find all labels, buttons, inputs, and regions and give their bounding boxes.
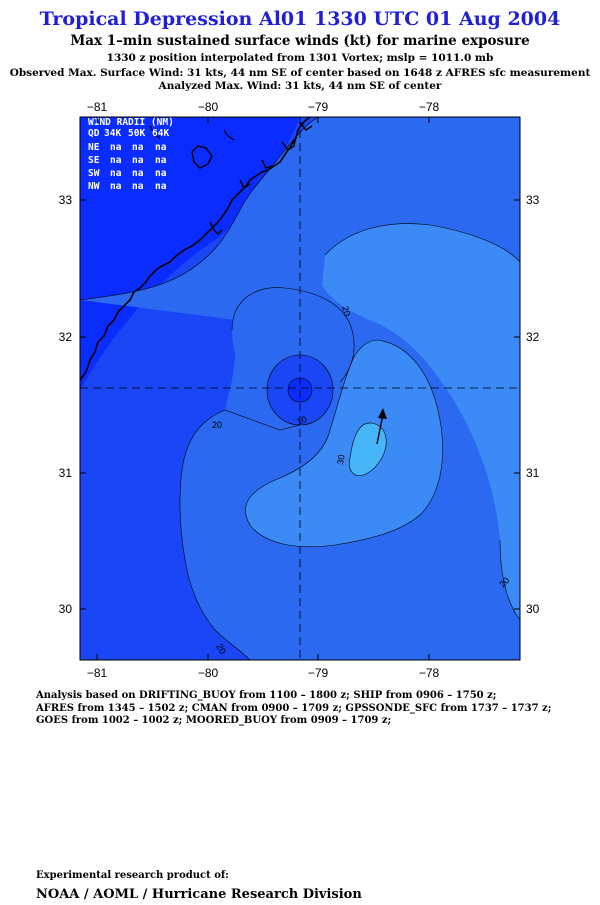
wind-radii-header-34k: 34K [104, 128, 121, 139]
contour-label: 20 [214, 642, 228, 656]
analysis-sources-line: AFRES from 1345 – 1502 z; CMAN from 0900… [36, 702, 552, 714]
wind-radii-row-34k: na [110, 181, 122, 192]
credit-organization: NOAA / AOML / Hurricane Research Divisio… [36, 887, 362, 902]
lon-tick-label: −80 [198, 666, 219, 680]
analysis-sources: Analysis based on DRIFTING_BUOY from 110… [36, 690, 576, 728]
wind-radii-row-64k: na [155, 168, 167, 179]
wind-radii-row-64k: na [155, 155, 167, 166]
lon-tick-label: −79 [308, 100, 329, 114]
lon-tick-label: −81 [87, 666, 108, 680]
tick-marks [80, 117, 520, 660]
lat-tick-label: 30 [59, 602, 73, 616]
position-info: 1330 z position interpolated from 1301 V… [106, 52, 494, 64]
wind-radii-header-50k: 50K [128, 128, 145, 139]
analysis-sources-line: GOES from 1002 – 1002 z; MOORED_BUOY fro… [36, 715, 392, 726]
plot-area: 20 20 10 30 20 20 WIND RADII (NM) QD 34K… [80, 117, 520, 660]
plot-frame [79, 116, 521, 661]
wind-radii-row-34k: na [110, 168, 122, 179]
lat-tick-label: 31 [526, 466, 540, 480]
lat-tick-label: 32 [526, 330, 540, 344]
wind-radii-title: WIND RADII (NM) [88, 117, 174, 128]
lon-tick-label: −78 [419, 666, 440, 680]
coastline-islands [209, 121, 313, 235]
contour-label: 20 [212, 420, 222, 430]
contour-band-30-plus [349, 423, 387, 476]
wind-radii-table: WIND RADII (NM) QD 34K 50K 64K NE na na … [88, 117, 174, 192]
wind-radii-row-qd: SE [88, 155, 100, 166]
wind-radii-row-34k: na [110, 155, 122, 166]
wind-radii-row-50k: na [132, 168, 144, 179]
contour-label: 30 [335, 454, 347, 466]
lon-tick-label: −79 [308, 666, 329, 680]
analyzed-max-wind: Analyzed Max. Wind: 31 kts, 44 nm SE of … [158, 80, 442, 92]
max-wind-arrow [376, 413, 384, 445]
lake [191, 145, 213, 169]
max-wind-arrowhead [378, 408, 387, 419]
wind-radii-row-50k: na [132, 155, 144, 166]
wind-radii-row-50k: na [132, 181, 144, 192]
lat-tick-label: 30 [526, 602, 540, 616]
wind-radii-row-qd: SW [88, 168, 100, 179]
inland-river [149, 125, 235, 141]
wind-radii-row-64k: na [155, 142, 167, 153]
chart-subtitle: Max 1–min sustained surface winds (kt) f… [70, 33, 530, 49]
chart-title: Tropical Depression Al01 1330 UTC 01 Aug… [39, 8, 561, 30]
observed-max-wind: Observed Max. Surface Wind: 31 kts, 44 n… [9, 67, 591, 79]
contour-band-20-30 [245, 340, 443, 547]
contour-band-20-30-ne [322, 223, 520, 620]
lat-tick-label: 32 [59, 330, 73, 344]
lat-tick-label: 31 [59, 466, 73, 480]
lon-tick-label: −81 [87, 100, 108, 114]
analysis-sources-line: Analysis based on DRIFTING_BUOY from 110… [36, 690, 497, 701]
lon-tick-label: −78 [419, 100, 440, 114]
lon-tick-label: −80 [198, 100, 219, 114]
contour-label: 10 [295, 414, 308, 427]
lat-tick-label: 33 [59, 193, 73, 207]
wind-radii-header-qd: QD [88, 128, 100, 139]
wind-radii-row-34k: na [110, 142, 122, 153]
contour-lines [80, 117, 520, 660]
contour-label: 20 [340, 305, 352, 317]
coastline [80, 117, 311, 381]
wind-radii-row-qd: NE [88, 142, 100, 153]
wind-radii-row-50k: na [132, 142, 144, 153]
credit-label: Experimental research product of: [36, 870, 229, 881]
wind-radii-header-64k: 64K [152, 128, 169, 139]
wind-radii-row-64k: na [155, 181, 167, 192]
wind-radii-row-qd: NW [88, 181, 100, 192]
lat-tick-label: 33 [526, 193, 540, 207]
